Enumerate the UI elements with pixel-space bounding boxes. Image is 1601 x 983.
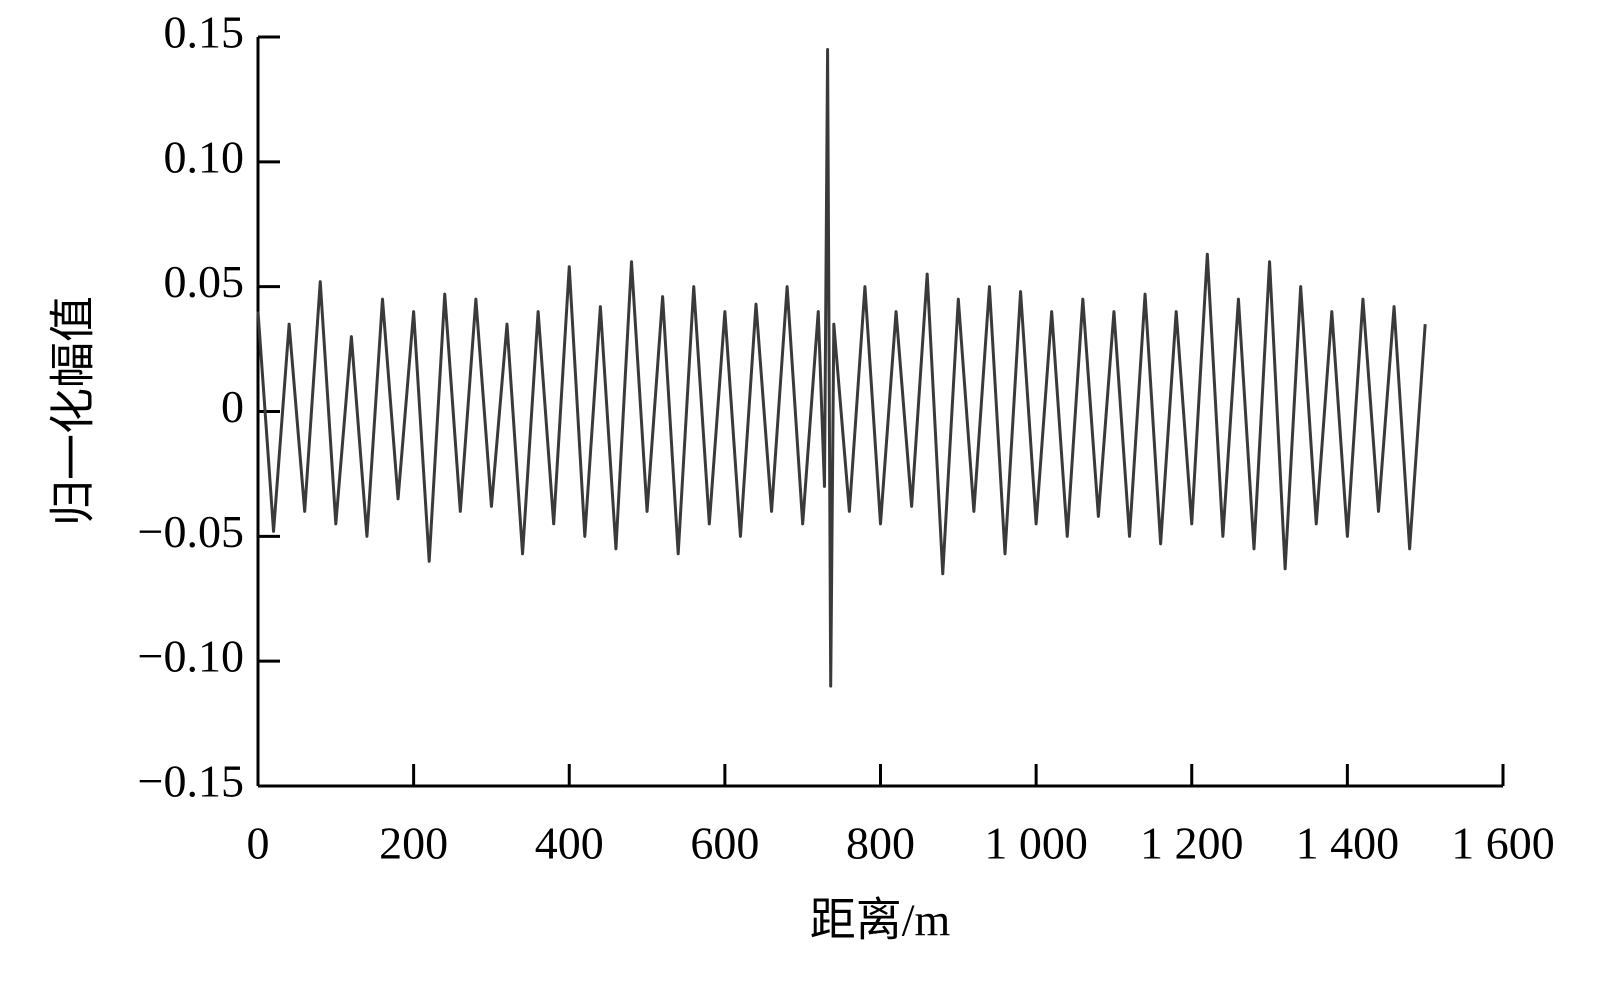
x-tick-label: 1 600 xyxy=(1451,818,1555,869)
y-tick-label: 0 xyxy=(221,381,244,432)
y-tick-label: 0.10 xyxy=(164,131,245,182)
x-tick-label: 200 xyxy=(379,818,448,869)
x-tick-label: 1 400 xyxy=(1296,818,1400,869)
y-tick-label: −0.05 xyxy=(138,506,244,557)
y-axis-label: 归一化幅值 xyxy=(48,296,99,526)
y-tick-label: −0.10 xyxy=(138,631,244,682)
x-tick-label: 600 xyxy=(690,818,759,869)
y-tick-label: 0.05 xyxy=(164,256,245,307)
x-tick-label: 0 xyxy=(247,818,270,869)
x-tick-label: 1 000 xyxy=(984,818,1088,869)
x-tick-label: 800 xyxy=(846,818,915,869)
x-tick-label: 400 xyxy=(535,818,604,869)
x-axis-label: 距离/m xyxy=(810,895,951,946)
y-tick-label: 0.15 xyxy=(164,7,245,58)
x-tick-label: 1 200 xyxy=(1140,818,1244,869)
signal-line xyxy=(256,47,1427,688)
y-tick-label: −0.15 xyxy=(138,756,244,807)
